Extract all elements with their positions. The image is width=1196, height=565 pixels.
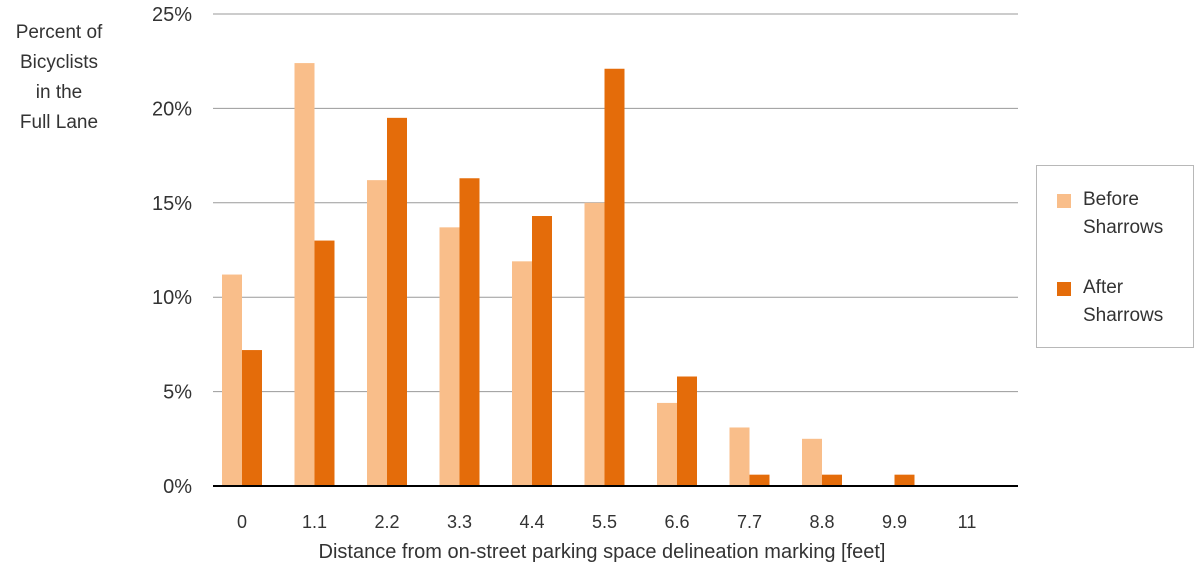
- x-tick-label: 11: [958, 512, 977, 532]
- y-axis-title-line: in the: [35, 82, 83, 103]
- bar-before-6.6: [657, 402, 677, 486]
- y-axis-title-line: Percent of: [15, 22, 103, 43]
- x-tick-label: 9.9: [882, 512, 907, 532]
- bar-before-7.7: [729, 427, 750, 486]
- bar-after-8.8: [822, 474, 842, 486]
- bar-after-0: [242, 350, 262, 486]
- x-tick-label: 2.2: [374, 512, 399, 532]
- y-axis-title-line: Full Lane: [19, 112, 99, 133]
- y-axis-title-line: Bicyclists: [19, 52, 99, 73]
- legend-swatch-before: [1057, 194, 1071, 208]
- bar-before-3.3: [439, 227, 460, 486]
- bar-after-1.1: [314, 240, 335, 486]
- legend: Before Sharrows After Sharrows: [1036, 165, 1194, 348]
- bar-after-7.7: [749, 474, 770, 486]
- bar-before-2.2: [367, 180, 387, 487]
- bar-before-5.5: [584, 202, 605, 487]
- legend-label-after: After Sharrows: [1083, 277, 1164, 326]
- x-tick-label: 6.6: [664, 512, 689, 532]
- x-tick-label: 3.3: [447, 512, 472, 532]
- y-tick-label: 20%: [152, 98, 192, 120]
- x-tick-label: 7.7: [737, 512, 762, 532]
- bar-before-8.8: [802, 438, 822, 486]
- x-tick-label: 4.4: [519, 512, 544, 532]
- bar-after-4.4: [532, 216, 552, 487]
- x-axis-ticks: 0 1.1 2.2 3.3 4.4 5.5 6.6 7.7 8.8 9.9 11: [237, 512, 976, 532]
- y-tick-label: 10%: [152, 287, 192, 309]
- bar-after-9.9: [894, 474, 915, 486]
- y-tick-label: 5%: [163, 382, 192, 404]
- bar-before-0: [222, 274, 242, 486]
- bar-before-1.1: [294, 63, 315, 486]
- bars: [222, 63, 915, 487]
- x-tick-label: 1.1: [302, 512, 327, 532]
- x-axis-title: Distance from on-street parking space de…: [319, 541, 886, 563]
- bar-after-6.6: [677, 376, 697, 486]
- y-axis-ticks: 0% 5% 10% 15% 20% 25%: [152, 4, 192, 498]
- x-tick-label: 8.8: [809, 512, 834, 532]
- y-tick-label: 0%: [163, 476, 192, 498]
- y-tick-label: 25%: [152, 4, 192, 26]
- bar-before-4.4: [512, 261, 532, 486]
- y-axis-title: Percent of Bicyclists in the Full Lane: [0, 18, 118, 138]
- x-tick-label: 5.5: [592, 512, 617, 532]
- bar-after-3.3: [459, 178, 480, 487]
- bar-after-2.2: [387, 117, 407, 486]
- y-tick-label: 15%: [152, 193, 192, 215]
- legend-swatch-after: [1057, 282, 1071, 296]
- legend-label-before: Before Sharrows: [1083, 189, 1164, 238]
- bar-after-5.5: [604, 68, 625, 486]
- x-tick-label: 0: [237, 512, 247, 532]
